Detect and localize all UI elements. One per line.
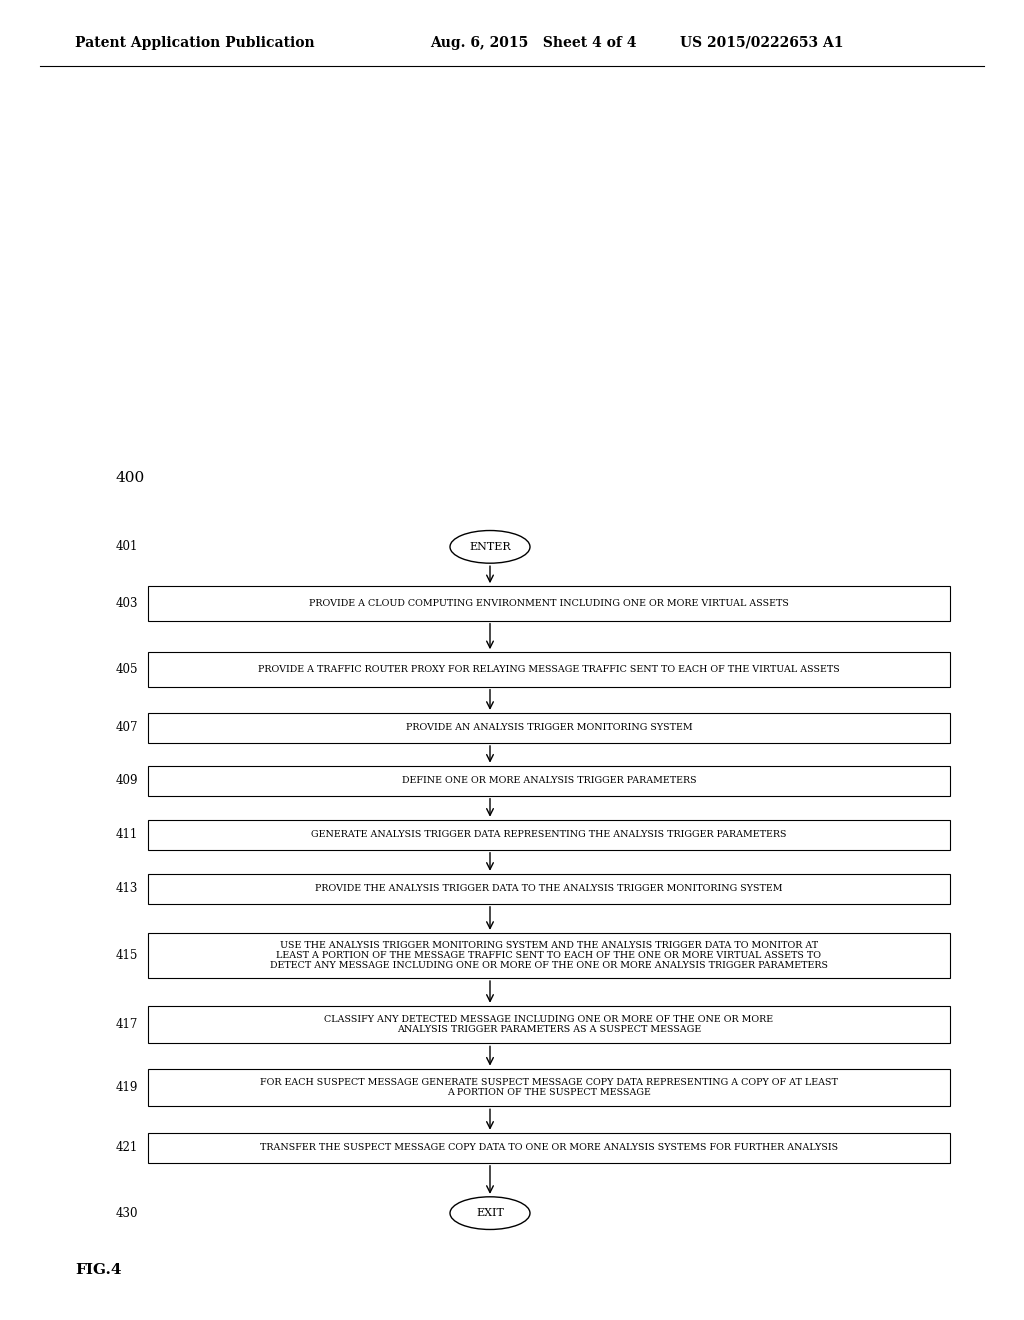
Text: 417: 417	[116, 1018, 138, 1031]
Text: 413: 413	[116, 882, 138, 895]
Text: ENTER: ENTER	[469, 541, 511, 552]
Text: 403: 403	[116, 597, 138, 610]
Text: 430: 430	[116, 1206, 138, 1220]
Text: 411: 411	[116, 828, 138, 841]
Text: EXIT: EXIT	[476, 1208, 504, 1218]
Bar	[148, 1133, 950, 1163]
Bar	[148, 652, 950, 686]
Text: 415: 415	[116, 949, 138, 962]
Text: 421: 421	[116, 1142, 138, 1154]
Text: DEFINE ONE OR MORE ANALYSIS TRIGGER PARAMETERS: DEFINE ONE OR MORE ANALYSIS TRIGGER PARA…	[401, 776, 696, 785]
Text: 409: 409	[116, 775, 138, 787]
Text: 401: 401	[116, 540, 138, 553]
Text: 405: 405	[116, 663, 138, 676]
Text: PROVIDE THE ANALYSIS TRIGGER DATA TO THE ANALYSIS TRIGGER MONITORING SYSTEM: PROVIDE THE ANALYSIS TRIGGER DATA TO THE…	[315, 884, 782, 894]
Bar	[148, 713, 950, 743]
Text: TRANSFER THE SUSPECT MESSAGE COPY DATA TO ONE OR MORE ANALYSIS SYSTEMS FOR FURTH: TRANSFER THE SUSPECT MESSAGE COPY DATA T…	[260, 1143, 838, 1152]
Text: US 2015/0222653 A1: US 2015/0222653 A1	[680, 36, 844, 50]
Text: CLASSIFY ANY DETECTED MESSAGE INCLUDING ONE OR MORE OF THE ONE OR MORE
ANALYSIS : CLASSIFY ANY DETECTED MESSAGE INCLUDING …	[325, 1015, 773, 1035]
Bar	[148, 766, 950, 796]
Bar	[148, 1069, 950, 1106]
Text: 407: 407	[116, 722, 138, 734]
Bar	[148, 874, 950, 904]
Text: 400: 400	[115, 471, 144, 484]
Text: PROVIDE AN ANALYSIS TRIGGER MONITORING SYSTEM: PROVIDE AN ANALYSIS TRIGGER MONITORING S…	[406, 723, 692, 733]
Bar	[148, 820, 950, 850]
Text: Patent Application Publication: Patent Application Publication	[75, 36, 314, 50]
Text: PROVIDE A CLOUD COMPUTING ENVIRONMENT INCLUDING ONE OR MORE VIRTUAL ASSETS: PROVIDE A CLOUD COMPUTING ENVIRONMENT IN…	[309, 599, 788, 609]
Text: USE THE ANALYSIS TRIGGER MONITORING SYSTEM AND THE ANALYSIS TRIGGER DATA TO MONI: USE THE ANALYSIS TRIGGER MONITORING SYST…	[270, 941, 828, 970]
Text: FIG.4: FIG.4	[75, 1263, 122, 1276]
Bar	[148, 586, 950, 620]
Text: GENERATE ANALYSIS TRIGGER DATA REPRESENTING THE ANALYSIS TRIGGER PARAMETERS: GENERATE ANALYSIS TRIGGER DATA REPRESENT…	[311, 830, 786, 840]
Text: Aug. 6, 2015   Sheet 4 of 4: Aug. 6, 2015 Sheet 4 of 4	[430, 36, 637, 50]
Bar	[148, 933, 950, 978]
Bar	[148, 1006, 950, 1043]
Text: PROVIDE A TRAFFIC ROUTER PROXY FOR RELAYING MESSAGE TRAFFIC SENT TO EACH OF THE : PROVIDE A TRAFFIC ROUTER PROXY FOR RELAY…	[258, 665, 840, 675]
Text: 419: 419	[116, 1081, 138, 1094]
Text: FOR EACH SUSPECT MESSAGE GENERATE SUSPECT MESSAGE COPY DATA REPRESENTING A COPY : FOR EACH SUSPECT MESSAGE GENERATE SUSPEC…	[260, 1077, 838, 1097]
